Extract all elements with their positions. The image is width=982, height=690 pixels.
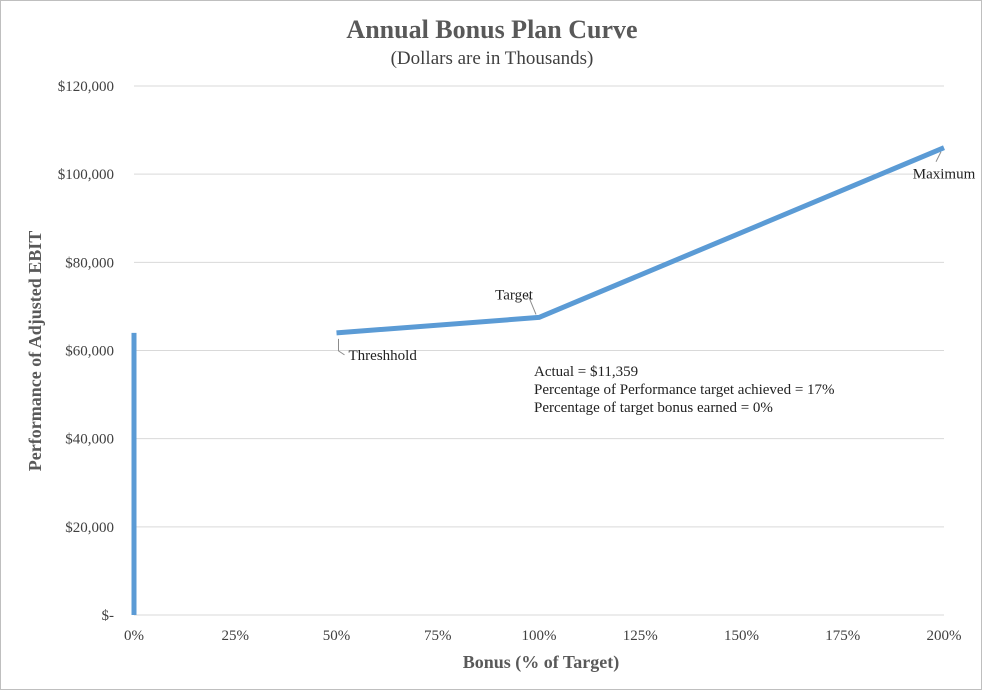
series-line bbox=[336, 145, 945, 336]
x-tick-label: 100% bbox=[522, 628, 557, 644]
y-tick-label: $60,000 bbox=[65, 344, 114, 360]
annotation-line: Percentage of Performance target achieve… bbox=[534, 382, 835, 398]
y-tick-label: $20,000 bbox=[65, 520, 114, 536]
annotation-line: Actual = $11,359 bbox=[534, 364, 638, 380]
point-label: Target bbox=[495, 287, 534, 303]
x-tick-label: 175% bbox=[825, 628, 860, 644]
point-label: Maximum bbox=[913, 167, 976, 183]
annotation-line: Percentage of target bonus earned = 0% bbox=[534, 400, 773, 416]
x-axis-ticks: 0% 25% 50% 75% 100% 125% 150% 175% 200% bbox=[124, 628, 962, 644]
y-tick-label: $120,000 bbox=[58, 79, 114, 95]
x-tick-label: 25% bbox=[222, 628, 250, 644]
y-axis-title: Performance of Adjusted EBIT bbox=[25, 231, 45, 471]
gridlines bbox=[134, 85, 944, 616]
point-labels: Threshhold Target Maximum bbox=[338, 151, 976, 364]
x-tick-label: 50% bbox=[323, 628, 351, 644]
x-tick-label: 150% bbox=[724, 628, 759, 644]
label-leader-line bbox=[338, 338, 345, 356]
y-tick-label: $100,000 bbox=[58, 167, 114, 183]
y-tick-label: $40,000 bbox=[65, 432, 114, 448]
x-tick-label: 75% bbox=[424, 628, 452, 644]
y-tick-label: $80,000 bbox=[65, 255, 114, 271]
x-tick-label: 125% bbox=[623, 628, 658, 644]
chart-subtitle: (Dollars are in Thousands) bbox=[391, 48, 594, 69]
x-axis-title: Bonus (% of Target) bbox=[463, 652, 620, 673]
y-tick-label: $- bbox=[102, 608, 115, 624]
label-leader-line bbox=[935, 151, 942, 162]
y-axis-ticks: $- $20,000 $40,000 $60,000 $80,000 $100,000 $1… bbox=[58, 79, 114, 624]
x-tick-label: 0% bbox=[124, 628, 144, 644]
chart-title: Annual Bonus Plan Curve bbox=[346, 15, 637, 44]
series-lines bbox=[131, 145, 945, 615]
x-tick-label: 200% bbox=[927, 628, 962, 644]
label-leader-line bbox=[524, 294, 537, 315]
point-label: Threshhold bbox=[349, 348, 418, 364]
actual-annotation: Actual = $11,359 Percentage of Performan… bbox=[534, 364, 835, 416]
